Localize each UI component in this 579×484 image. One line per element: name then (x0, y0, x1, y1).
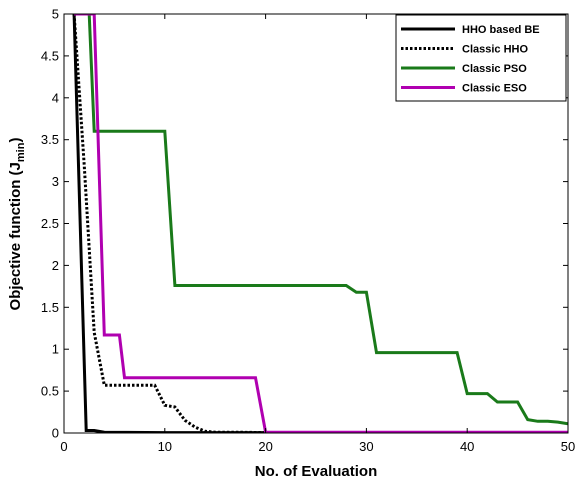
y-tick-label: 1.5 (41, 300, 59, 315)
legend-label: HHO based BE (462, 24, 540, 36)
series-line-classic-pso (74, 14, 568, 426)
y-axis-title: Objective function (Jmin) (7, 138, 27, 311)
y-axis-title-main: Objective function (J (7, 162, 24, 310)
y-tick-label: 4.5 (41, 48, 59, 63)
x-tick-label: 40 (460, 439, 474, 454)
y-tick-label: 3 (52, 174, 59, 189)
series-line-classic-hho (72, 14, 568, 433)
y-axis-title-subscript: min (15, 142, 27, 162)
x-tick-label: 30 (359, 439, 373, 454)
y-tick-label: 0 (52, 426, 59, 441)
x-tick-label: 20 (258, 439, 272, 454)
y-tick-label: 5 (52, 7, 59, 22)
legend-label: Classic ESO (462, 83, 527, 95)
y-tick-label: 4 (52, 90, 59, 105)
y-axis-title-close: ) (7, 138, 24, 143)
y-tick-label: 2 (52, 258, 59, 273)
series-line-classic-eso (74, 14, 568, 433)
legend-label: Classic HHO (462, 44, 528, 56)
y-tick-label: 2.5 (41, 216, 59, 231)
x-tick-label: 50 (561, 439, 575, 454)
y-tick-label: 1 (52, 342, 59, 357)
x-tick-label: 0 (60, 439, 67, 454)
legend-label: Classic PSO (462, 63, 527, 75)
y-tick-label: 0.5 (41, 384, 59, 399)
x-tick-label: 10 (158, 439, 172, 454)
y-tick-label: 3.5 (41, 132, 59, 147)
x-axis-title: No. of Evaluation (255, 463, 378, 480)
legend: HHO based BE Classic HHO Classic PSO Classi… (395, 14, 567, 102)
